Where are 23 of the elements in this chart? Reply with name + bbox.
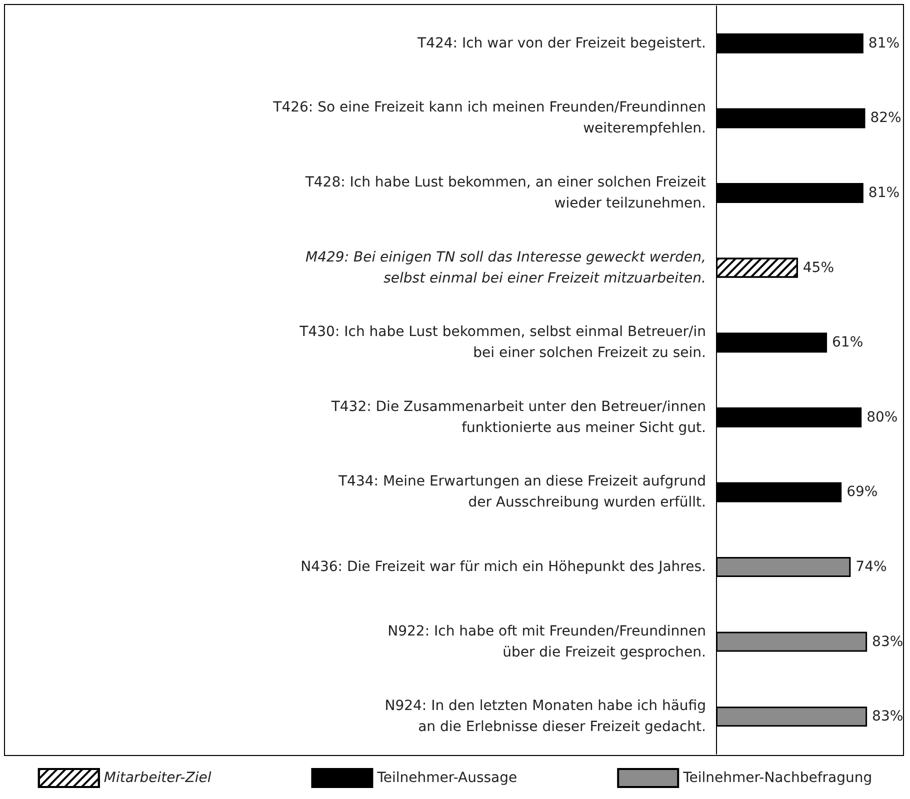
data-label: 45% xyxy=(802,260,834,276)
data-label: 80% xyxy=(866,409,898,426)
legend-label: Teilnehmer-Aussage xyxy=(376,770,518,786)
data-label: 81% xyxy=(868,35,900,52)
y-tick-label: M429: Bei einigen TN soll das Interesse geweckt werden, selbst einmal bei einer Freizeit mitzuarbeiten. xyxy=(306,249,706,286)
data-label: 69% xyxy=(846,484,878,500)
y-tick-label: T426: So eine Freizeit kann ich meinen Freunden/Freundinnen weiterempfehlen. xyxy=(272,100,706,137)
legend-label: Mitarbeiter-Ziel xyxy=(104,770,212,786)
data-label: 74% xyxy=(856,559,887,575)
y-tick-label: T434: Meine Erwartungen an diese Freizeit aufgrund der Ausschreibung wurden erfüllt. xyxy=(338,474,706,511)
y-tick-label: N922: Ich habe oft mit Freunden/Freundinnen über die Freizeit gesprochen. xyxy=(388,623,706,660)
y-tick-label: N436: Die Freizeit war für mich ein Höhepunkt des Jahres. xyxy=(300,559,706,575)
data-label: 61% xyxy=(832,334,864,351)
y-tick-label: T432: Die Zusammenarbeit unter den Betreuer/innen funktionierte aus meiner Sicht gut. xyxy=(330,398,706,436)
y-tick-label: T428: Ich habe Lust bekommen, an einer solchen Freizeit wieder teilzunehmen. xyxy=(304,174,707,212)
legend-label: Teilnehmer-Nachbefragung xyxy=(682,770,872,786)
data-label: 83% xyxy=(872,634,904,650)
y-tick-label: N924: In den letzten Monaten habe ich häufig an die Erlebnisse dieser Freizeit gedacht. xyxy=(384,698,706,736)
y-tick-label: T430: Ich habe Lust bekommen, selbst einmal Betreuer/in bei einer solchen Freizeit zu sein. xyxy=(298,324,706,362)
data-label: 81% xyxy=(868,185,900,201)
data-label: 82% xyxy=(870,110,902,126)
data-label: 83% xyxy=(872,708,904,725)
y-tick-label: T424: Ich war von der Freizeit begeistert. xyxy=(416,35,706,52)
